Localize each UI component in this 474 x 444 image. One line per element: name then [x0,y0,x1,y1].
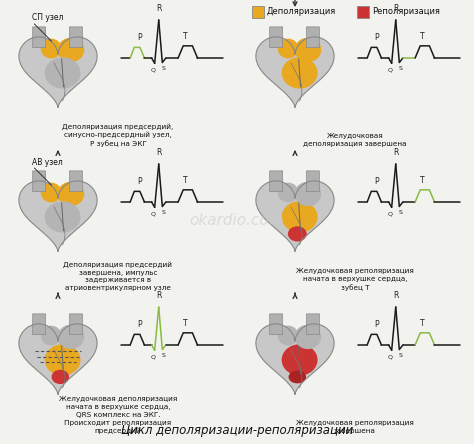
FancyBboxPatch shape [270,171,283,192]
Text: Деполяризация предсердий,
синусно-предсердный узел,
P зубец на ЭКГ: Деполяризация предсердий, синусно-предсе… [63,123,173,147]
Text: Желудочковая
деполяризация завершена: Желудочковая деполяризация завершена [303,133,407,147]
Text: Желудочковая деполяризация
начата в верхушке сердца,
QRS комплекс на ЭКГ.
Происх: Желудочковая деполяризация начата в верх… [59,396,177,434]
FancyBboxPatch shape [270,314,283,335]
Text: R: R [156,4,162,13]
Text: Q: Q [151,212,155,217]
Ellipse shape [278,183,298,202]
Text: Q: Q [151,68,155,73]
Text: S: S [161,210,165,215]
Text: Q: Q [388,212,392,217]
Text: Q: Q [151,355,155,360]
Text: P: P [137,177,142,186]
Text: Желудочковая реполяризация
завершена: Желудочковая реполяризация завершена [296,420,414,434]
FancyBboxPatch shape [307,314,319,335]
Text: S: S [398,66,402,71]
Text: Деполяризация: Деполяризация [267,8,336,16]
FancyBboxPatch shape [70,314,82,335]
Text: S: S [161,353,165,358]
Text: P: P [137,33,142,42]
Text: T: T [183,175,188,185]
Ellipse shape [295,325,320,349]
Polygon shape [19,181,97,252]
Ellipse shape [58,182,83,206]
Text: R: R [393,148,399,157]
Polygon shape [19,324,97,395]
FancyBboxPatch shape [307,171,319,192]
Text: P: P [374,33,379,42]
Text: T: T [183,318,188,328]
Ellipse shape [41,326,61,345]
Ellipse shape [52,370,68,383]
Ellipse shape [46,345,80,375]
Ellipse shape [41,40,61,58]
Polygon shape [256,181,334,252]
Text: R: R [156,148,162,157]
Text: okardio.com: okardio.com [190,213,284,227]
Ellipse shape [283,345,317,375]
Text: T: T [420,32,425,40]
Text: T: T [420,175,425,185]
Text: T: T [420,318,425,328]
Ellipse shape [295,182,320,206]
FancyBboxPatch shape [70,27,82,48]
Text: Деполяризация предсердий
завершена, импульс
задерживается в
атриовентрикулярном : Деполяризация предсердий завершена, импу… [64,261,173,291]
Polygon shape [256,37,334,107]
Text: Реполяризация: Реполяризация [372,8,440,16]
Text: S: S [398,353,402,358]
Polygon shape [256,324,334,395]
Ellipse shape [283,202,317,232]
Ellipse shape [295,38,320,61]
Text: Q: Q [388,355,392,360]
Ellipse shape [58,325,83,349]
FancyBboxPatch shape [307,27,319,48]
Bar [252,6,264,18]
Text: Желудочковая реполяризация
начата в верхушке сердца,
зубец Т: Желудочковая реполяризация начата в верх… [296,268,414,291]
Polygon shape [19,37,97,107]
Ellipse shape [46,202,80,232]
Ellipse shape [289,371,305,383]
Text: Цикл деполяризации-реполяризации: Цикл деполяризации-реполяризации [121,424,353,437]
FancyBboxPatch shape [33,27,46,48]
FancyBboxPatch shape [33,314,46,335]
Text: P: P [374,177,379,186]
Text: P: P [374,320,379,329]
Text: АВ узел: АВ узел [32,158,63,166]
Text: Q: Q [388,68,392,73]
FancyBboxPatch shape [270,27,283,48]
Ellipse shape [283,58,317,88]
Text: R: R [393,291,399,300]
Text: P: P [137,320,142,329]
Ellipse shape [58,38,83,61]
Bar [357,6,369,18]
FancyBboxPatch shape [33,171,46,192]
Ellipse shape [46,58,80,88]
Text: T: T [183,32,188,40]
Ellipse shape [41,183,61,202]
Ellipse shape [278,40,298,58]
Ellipse shape [289,227,306,241]
Text: S: S [398,210,402,215]
Text: СП узел: СП узел [32,13,64,23]
FancyBboxPatch shape [70,171,82,192]
Text: S: S [161,66,165,71]
Text: R: R [156,291,162,300]
Ellipse shape [278,326,298,345]
Text: R: R [393,4,399,13]
